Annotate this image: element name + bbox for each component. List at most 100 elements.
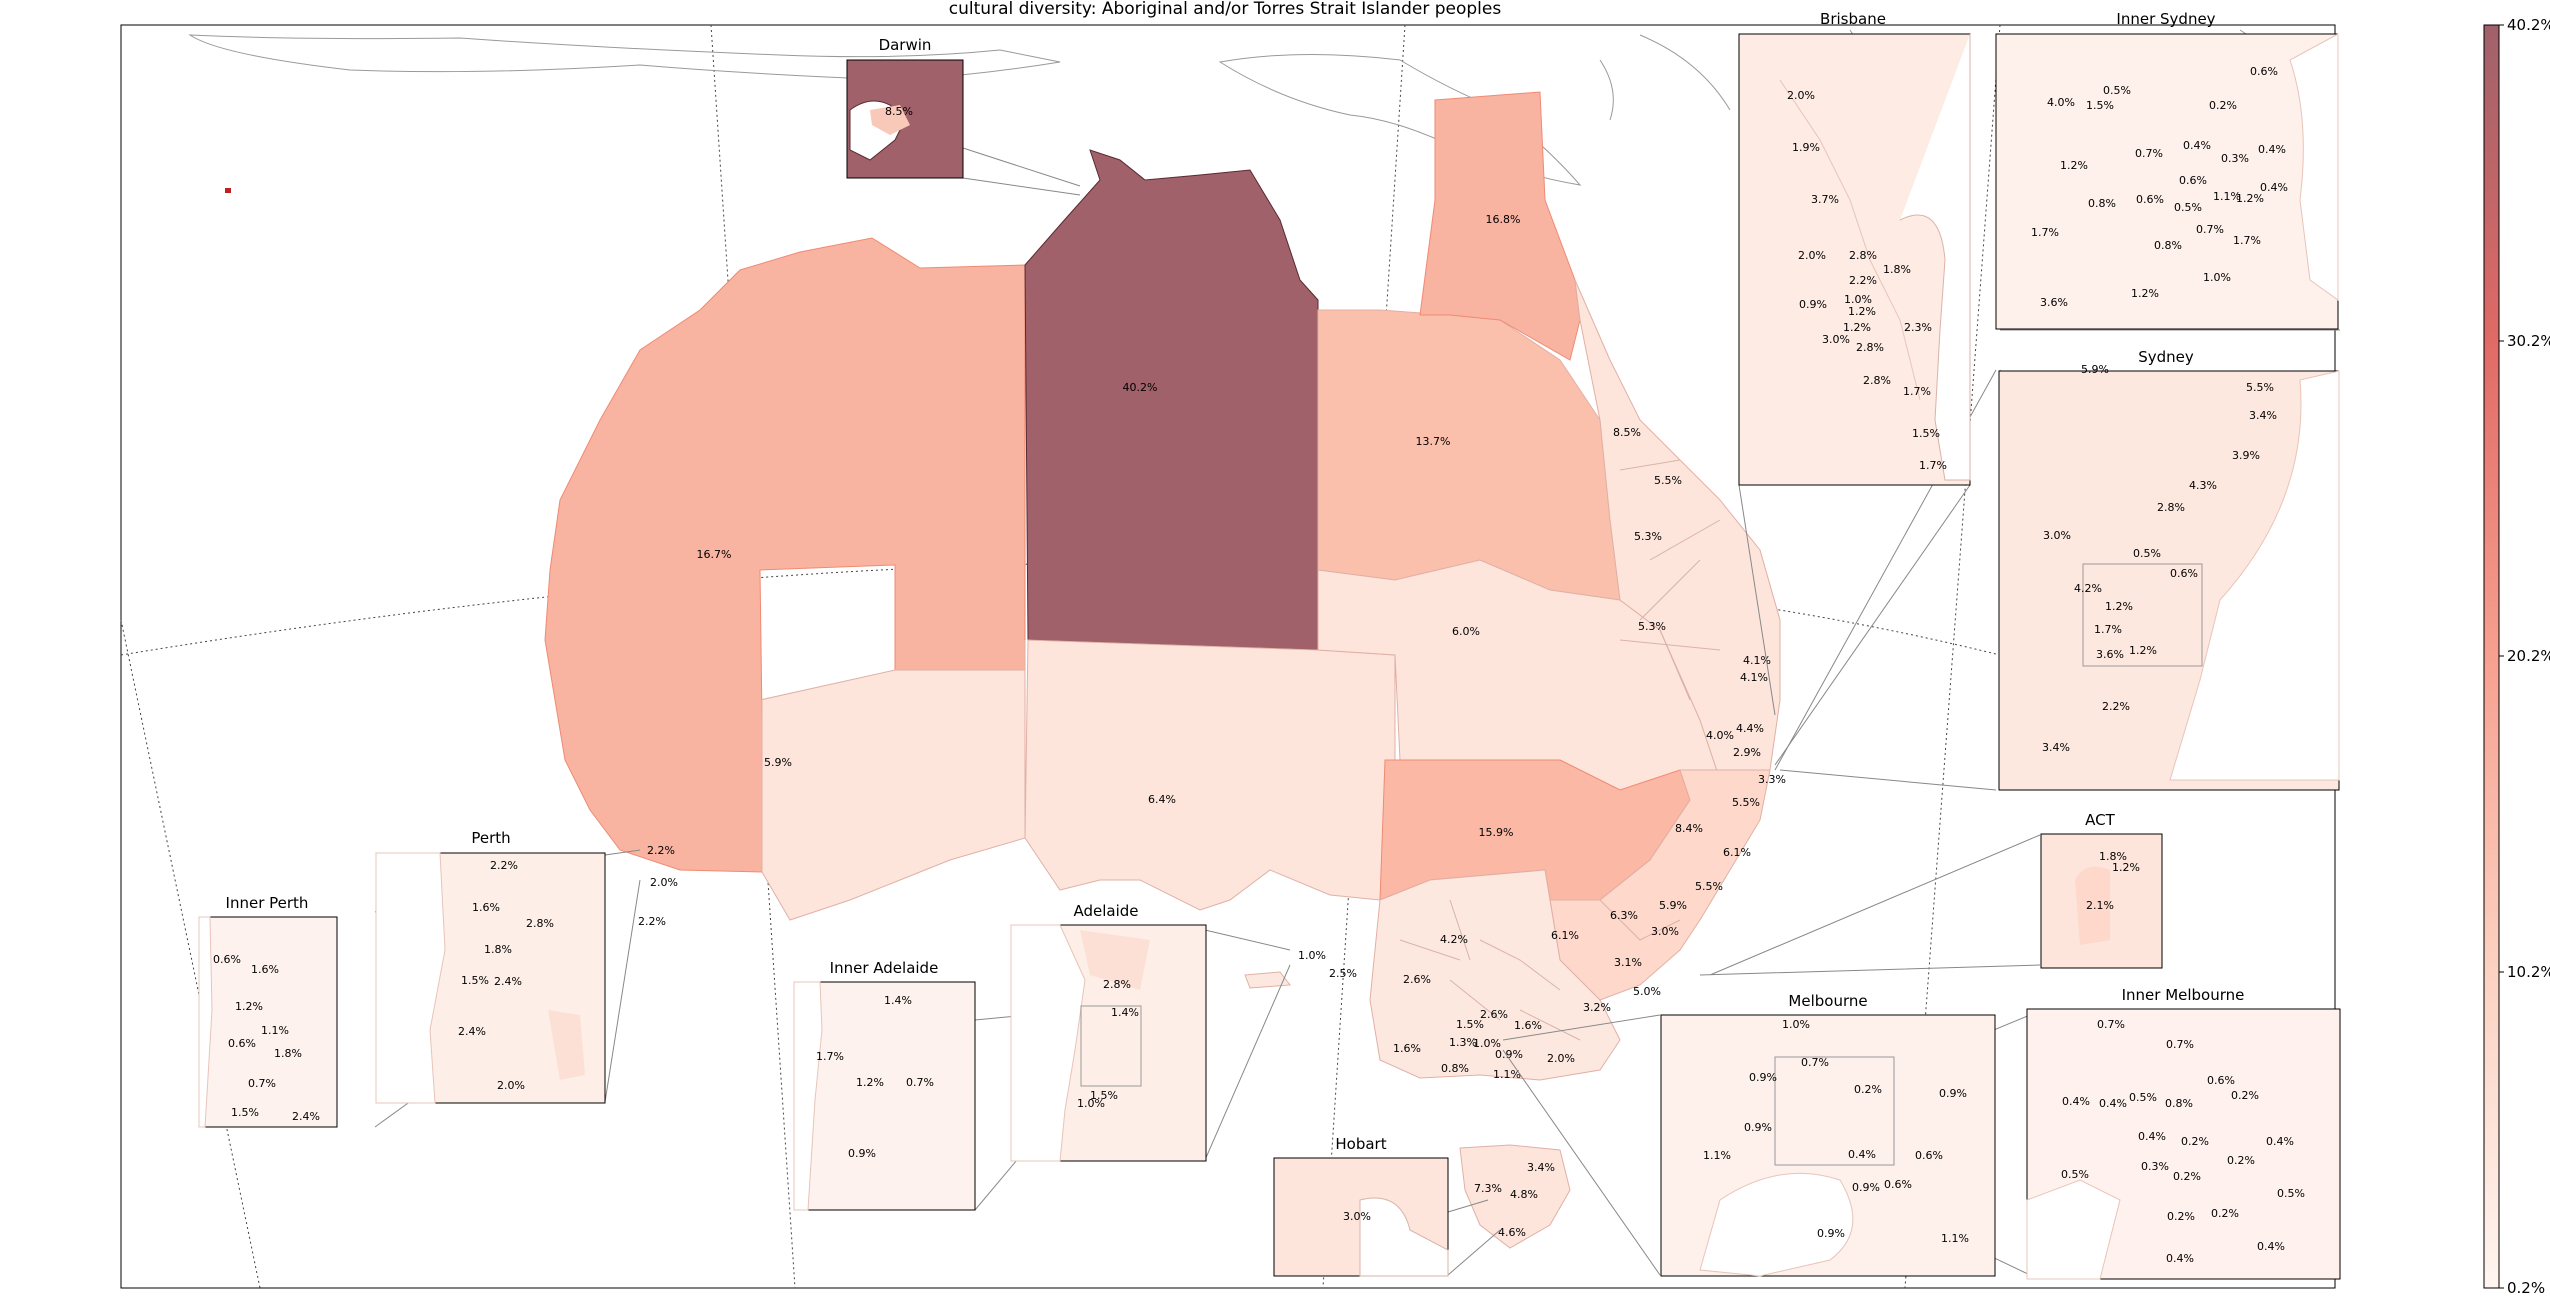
label-n5: 6.3% <box>1610 909 1638 922</box>
inset-label: 1.1% <box>2213 190 2241 203</box>
inset-label: 1.2% <box>2129 644 2157 657</box>
inset-label: 0.9% <box>1799 298 1827 311</box>
inset-label: 0.6% <box>228 1037 256 1050</box>
inset-label: 1.7% <box>2233 234 2261 247</box>
inset-title-inner-adelaide: Inner Adelaide <box>830 959 939 977</box>
inset-label: 0.2% <box>2211 1207 2239 1220</box>
inset-label: 1.2% <box>235 1000 263 1013</box>
regions <box>544 91 1781 1249</box>
inset-label: 1.5% <box>461 974 489 987</box>
label-n1: 8.4% <box>1675 822 1703 835</box>
sydney-labels: 5.9% 5.5% 3.4% 3.9% 4.3% 2.8% 3.0% 0.5% … <box>2042 363 2277 754</box>
inset-label: 0.8% <box>2154 239 2182 252</box>
inset-label: 0.7% <box>248 1077 276 1090</box>
inset-label: 3.4% <box>2042 741 2070 754</box>
melbourne-labels: 1.0% 0.7% 0.9% 0.2% 0.9% 0.9% 1.1% 0.4% … <box>1703 1018 1969 1245</box>
inset-label: 0.5% <box>2129 1091 2157 1104</box>
inset-label: 1.2% <box>856 1076 884 1089</box>
inset-title-adelaide: Adelaide <box>1073 902 1138 920</box>
label-v8: 0.9% <box>1495 1048 1523 1061</box>
inset-label: 0.8% <box>2088 197 2116 210</box>
inset-label: 2.8% <box>1849 249 1877 262</box>
inset-label: 1.7% <box>1919 459 1947 472</box>
inset-title-inner-perth: Inner Perth <box>226 894 309 912</box>
region-ki <box>1244 971 1291 989</box>
label-q7: 4.4% <box>1736 722 1764 735</box>
inset-label: 3.0% <box>1343 1210 1371 1223</box>
inset-label: 1.2% <box>2060 159 2088 172</box>
inset-label: 0.4% <box>2183 139 2211 152</box>
inset-label: 0.9% <box>848 1147 876 1160</box>
inset-label: 0.4% <box>1848 1148 1876 1161</box>
inset-label: 3.6% <box>2096 648 2124 661</box>
inset-brisbane: Brisbane 2.0% 1.9% 3.7% 2.0% 2.8% 1.8% 2… <box>1738 10 1971 486</box>
label-v12: 1.6% <box>1393 1042 1421 1055</box>
island-marker <box>225 188 231 193</box>
inset-label: 3.0% <box>1822 333 1850 346</box>
inset-label: 0.4% <box>2260 181 2288 194</box>
colorbar-tick: 0.2% <box>2507 1279 2545 1297</box>
inset-label: 1.8% <box>1883 263 1911 276</box>
inset-label: 1.0% <box>1844 293 1872 306</box>
label-n6: 3.0% <box>1651 925 1679 938</box>
inset-label: 0.4% <box>2099 1097 2127 1110</box>
colorbar-tick: 20.2% <box>2507 647 2550 665</box>
label-n2: 6.1% <box>1723 846 1751 859</box>
inset-label: 0.7% <box>1801 1056 1829 1069</box>
label-t3: 4.8% <box>1510 1188 1538 1201</box>
label-n10: 3.2% <box>1583 1001 1611 1014</box>
label-v7: 1.0% <box>1473 1037 1501 1050</box>
inset-label: 1.6% <box>472 901 500 914</box>
label-w3: 2.2% <box>638 915 666 928</box>
inset-title-darwin: Darwin <box>879 36 932 54</box>
inset-darwin: Darwin 8.5% <box>846 36 964 179</box>
inset-label: 1.8% <box>2099 850 2127 863</box>
label-t1: 3.4% <box>1527 1161 1555 1174</box>
inset-inner-perth: Inner Perth 0.6% 1.6% 1.2% 1.1% 0.6% 1.8… <box>198 894 338 1128</box>
inset-title-perth: Perth <box>471 829 510 847</box>
inset-label: 0.7% <box>2166 1038 2194 1051</box>
colorbar: 40.2% 30.2% 20.2% 10.2% 0.2% <box>2483 16 2550 1297</box>
inset-label: 0.8% <box>2165 1097 2193 1110</box>
inset-label: 0.9% <box>1939 1087 1967 1100</box>
label-n4: 5.9% <box>1659 899 1687 912</box>
inset-label: 1.8% <box>274 1047 302 1060</box>
label-cape-york: 16.8% <box>1486 213 1521 226</box>
label-v9: 0.8% <box>1441 1062 1469 1075</box>
inset-label: 1.4% <box>1111 1006 1139 1019</box>
inset-label: 2.4% <box>494 975 522 988</box>
inset-label: 3.0% <box>2043 529 2071 542</box>
label-v5: 1.5% <box>1456 1018 1484 1031</box>
label-q3: 5.3% <box>1634 530 1662 543</box>
brisbane-labels: 2.0% 1.9% 3.7% 2.0% 2.8% 1.8% 2.2% 0.9% … <box>1787 89 1947 472</box>
inset-label: 0.5% <box>2061 1168 2089 1181</box>
label-q2: 5.5% <box>1654 474 1682 487</box>
inset-label: 1.2% <box>2131 287 2159 300</box>
inset-label: 4.3% <box>2189 479 2217 492</box>
label-s1: 1.0% <box>1298 949 1326 962</box>
inset-label: 1.1% <box>261 1024 289 1037</box>
inset-label: 0.5% <box>2103 84 2131 97</box>
inset-label: 0.4% <box>2166 1252 2194 1265</box>
inset-label: 3.6% <box>2040 296 2068 309</box>
label-w1: 2.2% <box>647 844 675 857</box>
inset-label: 0.4% <box>2138 1130 2166 1143</box>
label-n9: 6.1% <box>1551 929 1579 942</box>
label-q8: 4.0% <box>1706 729 1734 742</box>
label-wa-north: 16.7% <box>697 548 732 561</box>
inset-label: 0.2% <box>2181 1135 2209 1148</box>
inset-label: 1.1% <box>1941 1232 1969 1245</box>
inset-label: 0.6% <box>2170 567 2198 580</box>
inset-label: 4.2% <box>2074 582 2102 595</box>
inset-label: 1.1% <box>1703 1149 1731 1162</box>
inset-label: 1.4% <box>884 994 912 1007</box>
inset-label: 0.6% <box>2207 1074 2235 1087</box>
inset-label: 0.2% <box>2209 99 2237 112</box>
label-v4: 1.6% <box>1514 1019 1542 1032</box>
inset-label: 1.2% <box>2236 192 2264 205</box>
region-wa-south <box>759 640 1026 921</box>
inset-label: 0.4% <box>2258 143 2286 156</box>
inner-melbourne-labels: 0.7% 0.7% 0.6% 0.2% 0.4% 0.4% 0.5% 0.8% … <box>2061 1018 2305 1265</box>
label-nt: 40.2% <box>1123 381 1158 394</box>
